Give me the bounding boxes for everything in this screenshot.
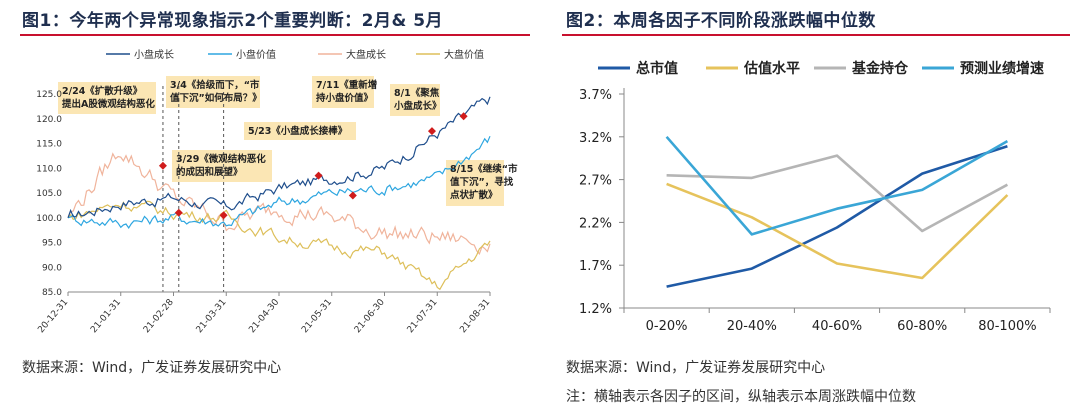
fig1-title-rule — [20, 34, 530, 36]
c1-annotation-box — [58, 82, 156, 114]
c1-annotation-text: 的成因和展望》 — [176, 166, 243, 178]
fig2-source: 数据来源：Wind，广发证券发展研究中心 — [566, 360, 826, 376]
c1-ytick-label: 100.0 — [36, 214, 62, 224]
c2-ytick-label: 1.7% — [579, 259, 612, 274]
c1-ytick-label: 110.0 — [36, 164, 62, 174]
c1-ytick-label: 90.0 — [42, 263, 62, 273]
c1-event-marker — [427, 127, 436, 136]
c1-annotation-text: 3/29《微观结构恶化 — [176, 153, 266, 165]
c1-annotation-text: 值下沉”，寻找 — [450, 176, 514, 188]
c1-legend-label: 小盘成长 — [134, 48, 174, 61]
c2-ytick-label: 2.7% — [579, 174, 612, 189]
c2-ytick-label: 3.7% — [579, 88, 612, 103]
c2-xtick-label: 40-60% — [812, 319, 862, 334]
c2-ytick-label: 1.2% — [579, 302, 612, 317]
c2-legend-label: 基金持仓 — [852, 60, 909, 77]
fig2-chart: 1.2% 1.7% 2.2% 2.7% 3.2% 3.7% 0-20% 20-40% 40-60… — [562, 40, 1070, 350]
c2-series-line-预测业绩增速 — [665, 135, 1009, 236]
c1-ytick-label: 105.0 — [36, 189, 62, 199]
c1-ytick-label: 115.0 — [36, 140, 62, 150]
c1-legend-label: 大盘成长 — [346, 48, 386, 61]
c1-annotation-text: 3/4《拾级而下，“市 — [170, 79, 260, 91]
c2-legend-label: 预测业绩增速 — [960, 60, 1044, 77]
c1-annotation-box — [172, 150, 272, 182]
c1-annotation-box — [166, 76, 260, 108]
c2-series-line-基金持仓 — [666, 154, 1009, 233]
c1-annotation-text: 2/24《扩散升级》 — [62, 85, 142, 97]
c2-xtick-label: 0-20% — [646, 319, 688, 334]
c1-annotation-box — [390, 84, 440, 116]
c1-series-line-大盘成长 — [67, 152, 491, 255]
c1-series-line-大盘价值 — [67, 200, 491, 291]
c1-legend-label: 大盘价值 — [444, 48, 484, 61]
c1-event-marker — [459, 112, 468, 121]
c1-event-marker — [314, 171, 323, 180]
c1-annotation-text: 小盘成长》 — [393, 100, 442, 112]
c2-xtick-label: 60-80% — [897, 319, 947, 334]
c1-annotation-box — [446, 160, 504, 206]
c2-series-line-总市值 — [666, 144, 1008, 288]
fig2-title: 图2：本周各因子不同阶段涨跌幅中位数 — [566, 11, 876, 31]
c1-series-line-小盘价值 — [67, 135, 491, 229]
c1-annotation-text: 点状扩散》 — [450, 189, 498, 201]
fig1-chart: 85.0 90.0 95.0 100.0 105.0 110.0 115.0 120.0 125… — [22, 40, 532, 350]
c1-annotation-text: 持小盘价值》 — [316, 92, 373, 104]
fig1-title: 图1：今年两个异常现象指示2个重要判断：2月& 5月 — [22, 11, 444, 31]
c1-event-marker — [348, 191, 357, 200]
c1-annotation-text: 8/15《继续“市 — [450, 163, 518, 175]
c1-ytick-label: 85.0 — [42, 288, 62, 298]
c1-event-marker — [219, 211, 228, 220]
c1-ytick-label: 95.0 — [42, 239, 62, 249]
c1-annotation-text: 5/23《小盘成长接棒》 — [248, 125, 347, 137]
c1-event-marker — [158, 161, 167, 170]
c2-series-line-估值水平 — [666, 182, 1009, 280]
c2-ytick-label: 2.2% — [579, 216, 612, 231]
c1-ytick-label: 125.0 — [36, 90, 62, 100]
c1-annotation-box — [312, 76, 374, 108]
c2-legend-label: 估值水平 — [743, 60, 800, 77]
fig2-note: 注：横轴表示各因子的区间，纵轴表示本周涨跌幅中位数 — [566, 389, 916, 405]
c1-annotation-text: 7/11《重新增 — [316, 79, 377, 91]
c1-annotation-text: 8/1《聚焦 — [394, 87, 440, 99]
c1-annotation-text: 值下沉”如何布局？》 — [170, 92, 262, 104]
c1-ytick-label: 120.0 — [36, 115, 62, 125]
c2-xtick-label: 80-100% — [978, 319, 1036, 334]
fig2-title-rule — [562, 34, 1070, 36]
c1-annotation-box — [244, 122, 356, 140]
c2-xtick-label: 20-40% — [727, 319, 777, 334]
fig1-source: 数据来源：Wind，广发证券发展研究中心 — [22, 360, 282, 376]
c1-legend-label: 小盘价值 — [236, 48, 276, 61]
c1-annotation-text: 提出A股微观结构恶化 — [62, 98, 155, 110]
c1-series-line-小盘成长 — [67, 96, 491, 219]
c2-ytick-label: 3.2% — [579, 131, 612, 146]
c1-event-marker — [174, 208, 183, 217]
c2-legend-label: 总市值 — [636, 60, 678, 77]
